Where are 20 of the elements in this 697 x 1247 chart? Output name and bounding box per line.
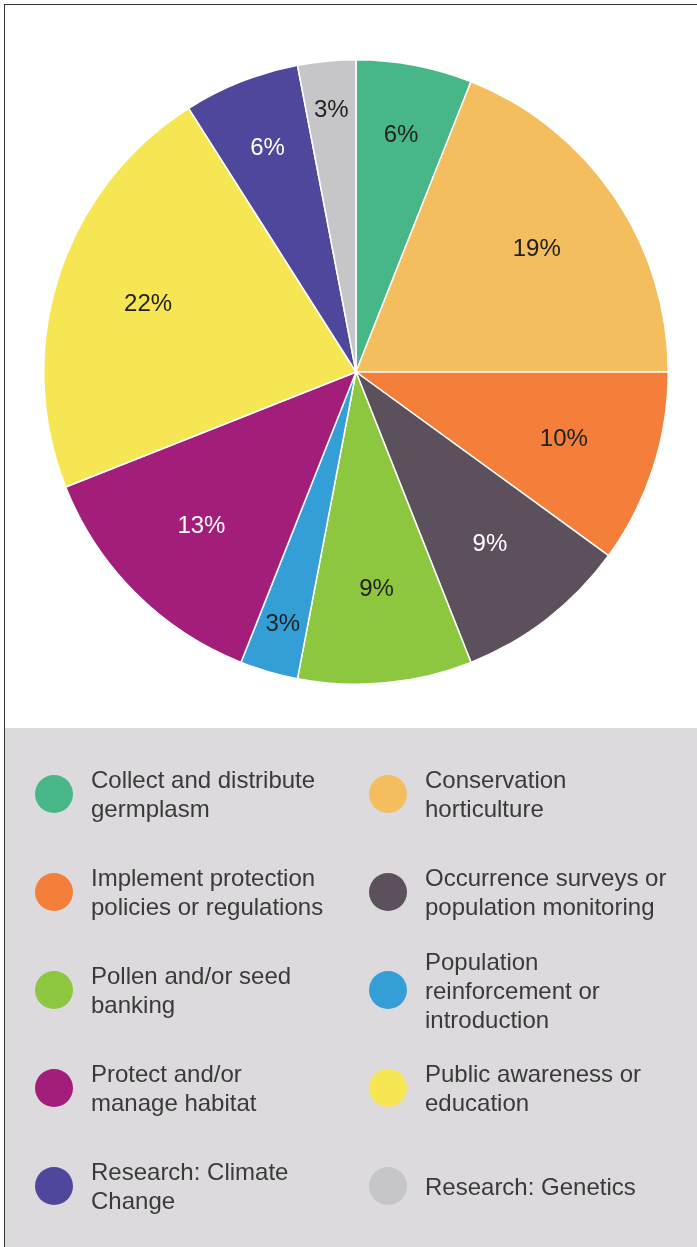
legend-label: Research: Climate Change (91, 1157, 290, 1215)
legend-label: Research: Genetics (425, 1171, 637, 1201)
legend-label: Implement protection policies or regulations (91, 863, 325, 921)
legend-label: Collect and distribute germplasm (91, 765, 317, 823)
legend-label: Public awareness or education (425, 1059, 643, 1117)
data-label: 22% (124, 289, 173, 317)
legend-label: Conservation horticulture (425, 765, 568, 823)
legend-label: Occurrence surveys or population monitoring (425, 863, 668, 921)
data-label: 3% (265, 608, 301, 636)
data-label: 3% (313, 95, 349, 123)
data-label: 10% (539, 424, 588, 452)
legend-label: Population reinforcement or introduction (425, 946, 601, 1034)
data-label: 19% (512, 233, 561, 261)
data-label: 13% (177, 511, 226, 539)
data-label: 6% (250, 133, 285, 161)
data-label: 9% (472, 529, 508, 557)
data-label: 6% (383, 120, 419, 148)
legend-label: Protect and/or manage habitat (91, 1059, 258, 1117)
legend-label: Pollen and/or seed banking (91, 961, 293, 1019)
data-label: 9% (359, 574, 394, 602)
